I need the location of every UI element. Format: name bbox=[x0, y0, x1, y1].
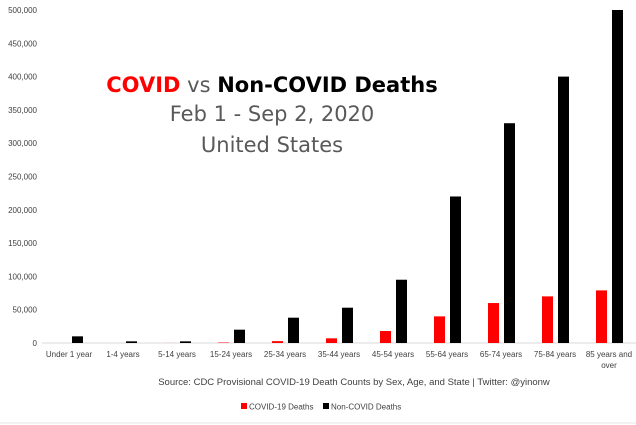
x-tick-label: Under 1 year bbox=[46, 350, 93, 359]
chart-title: COVID vs Non-COVID Deaths Feb 1 - Sep 2,… bbox=[106, 73, 437, 157]
legend-label: COVID-19 Deaths bbox=[249, 403, 313, 412]
covid-bar-9 bbox=[542, 296, 553, 343]
title-part-2: Non-COVID Deaths bbox=[217, 73, 438, 97]
x-tick-label: 5-14 years bbox=[158, 350, 196, 359]
non-covid-bar-7 bbox=[450, 196, 461, 343]
y-tick-label: 250,000 bbox=[8, 173, 37, 182]
y-tick-label: 0 bbox=[33, 339, 38, 348]
non-covid-bar-4 bbox=[288, 317, 299, 343]
covid-bar-4 bbox=[272, 341, 283, 343]
covid-bar-10 bbox=[596, 290, 607, 343]
non-covid-bar-2 bbox=[180, 341, 191, 343]
x-tick-label: 1-4 years bbox=[106, 350, 139, 359]
title-part-0: COVID bbox=[106, 73, 180, 97]
x-tick-label: 45-54 years bbox=[372, 350, 414, 359]
x-tick-label: 15-24 years bbox=[210, 350, 252, 359]
non-covid-bar-3 bbox=[234, 329, 245, 343]
title-part-1: vs bbox=[180, 73, 217, 97]
x-axis: Under 1 year 1-4 years 5-14 years 15-24 yea… bbox=[46, 350, 632, 370]
x-tick-label: 85 years and over bbox=[586, 350, 632, 370]
title: COVID vs Non-COVID Deaths bbox=[106, 73, 437, 97]
legend-swatch bbox=[323, 403, 329, 409]
y-axis: 0 50,000 100,000 150,000 200,000 250,000 300,0… bbox=[8, 6, 37, 348]
covid-bar-7 bbox=[434, 316, 445, 343]
y-tick-label: 300,000 bbox=[8, 139, 37, 148]
bars bbox=[56, 10, 623, 343]
x-tick-label: 55-64 years bbox=[426, 350, 468, 359]
y-tick-label: 400,000 bbox=[8, 73, 37, 82]
covid-bar-8 bbox=[488, 303, 499, 343]
covid-bar-5 bbox=[326, 338, 337, 343]
covid-bar-6 bbox=[380, 331, 391, 343]
x-tick-label: 65-74 years bbox=[480, 350, 522, 359]
legend-swatch bbox=[241, 403, 247, 409]
non-covid-bar-0 bbox=[72, 336, 83, 343]
source-note: Source: CDC Provisional COVID-19 Death C… bbox=[158, 377, 550, 388]
legend: COVID-19 Deaths Non-COVID Deaths bbox=[241, 403, 401, 412]
y-tick-label: 100,000 bbox=[8, 272, 37, 281]
x-tick-label: 25-34 years bbox=[264, 350, 306, 359]
y-tick-label: 150,000 bbox=[8, 239, 37, 248]
non-covid-bar-5 bbox=[342, 307, 353, 343]
x-tick-label: 75-84 years bbox=[534, 350, 576, 359]
non-covid-bar-9 bbox=[558, 76, 569, 343]
y-tick-label: 450,000 bbox=[8, 39, 37, 48]
non-covid-bar-6 bbox=[396, 279, 407, 343]
legend-label: Non-COVID Deaths bbox=[331, 403, 401, 412]
y-tick-label: 500,000 bbox=[8, 6, 37, 15]
non-covid-bar-10 bbox=[612, 10, 623, 343]
x-tick-label: 35-44 years bbox=[318, 350, 360, 359]
non-covid-bar-8 bbox=[504, 123, 515, 343]
y-tick-label: 350,000 bbox=[8, 106, 37, 115]
subtitle: Feb 1 - Sep 2, 2020 bbox=[170, 102, 375, 126]
non-covid-bar-1 bbox=[126, 341, 137, 343]
y-tick-label: 50,000 bbox=[13, 306, 38, 315]
y-tick-label: 200,000 bbox=[8, 206, 37, 215]
subtitle-location: United States bbox=[201, 133, 343, 157]
